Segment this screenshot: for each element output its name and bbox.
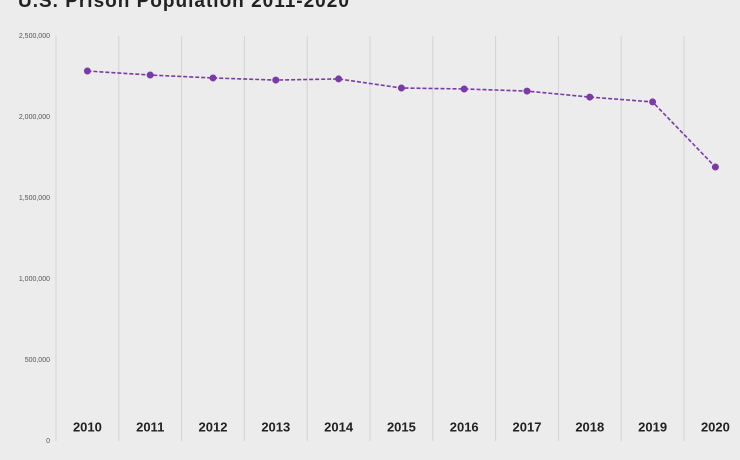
point (397, 84, 405, 92)
point (586, 93, 594, 101)
y-tick-label: 2,500,000 (19, 33, 50, 40)
y-tick-label: 0 (46, 438, 50, 445)
x-tick-label: 2016 (450, 419, 479, 434)
point (83, 67, 91, 75)
x-tick-label: 2011 (136, 419, 164, 434)
x-tick-label: 2017 (513, 419, 542, 434)
chart-title: U.S. Prison Population 2011-2020 (18, 0, 350, 12)
point (335, 75, 343, 83)
point (209, 74, 217, 82)
y-tick-label: 500,000 (25, 357, 50, 364)
y-tick-label: 1,000,000 (19, 276, 50, 283)
point (649, 98, 657, 106)
x-tick-label: 2010 (73, 419, 102, 434)
x-tick-label: 2012 (199, 419, 228, 434)
x-tick-label: 2019 (638, 419, 667, 434)
point (523, 87, 531, 95)
x-tick-label: 2013 (261, 419, 290, 434)
point (272, 76, 280, 84)
point (146, 71, 154, 79)
y-tick-label: 2,000,000 (19, 114, 50, 121)
x-tick-label: 2015 (387, 419, 416, 434)
x-tick-label: 2014 (324, 419, 354, 434)
y-tick-label: 1,500,000 (19, 195, 50, 202)
x-tick-label: 2020 (701, 419, 730, 434)
x-tick-label: 2018 (575, 419, 604, 434)
point (711, 163, 719, 171)
point (460, 85, 468, 93)
